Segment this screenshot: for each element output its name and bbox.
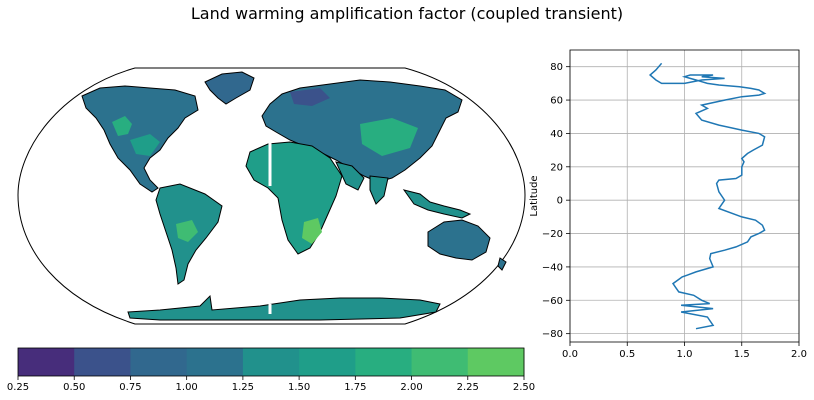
y-tick-label: 60	[550, 96, 563, 107]
land-north-america-patch-2	[130, 134, 160, 156]
colorbar-tick-label: 0.25	[7, 382, 29, 393]
y-tick-label: −60	[542, 296, 563, 307]
land-australia	[427, 219, 491, 261]
colorbar-cell	[299, 348, 356, 376]
x-tick-label: 0.5	[619, 349, 635, 360]
colorbar-tick-label: 1.75	[344, 382, 366, 393]
land-arabia-india	[335, 161, 389, 205]
land-south-america-patch	[176, 220, 198, 242]
colorbar-tick-label: 1.50	[288, 382, 310, 393]
land-africa-patch	[302, 218, 322, 244]
y-tick-label: 80	[550, 62, 563, 73]
colorbar-cell	[186, 348, 244, 376]
land-eurasia-patch	[360, 118, 418, 156]
colorbar-cell	[467, 348, 525, 376]
x-tick-label: 2.0	[791, 349, 807, 360]
world-map	[17, 67, 526, 325]
colorbar-cell	[130, 348, 188, 376]
land-new-zealand	[497, 257, 507, 271]
colorbar-cell	[74, 348, 131, 376]
colorbar: 0.25 0.50 0.75 1.00 1.25 1.50 1.75 2.00 2.25 2.50	[7, 347, 535, 393]
colorbar-tick-label: 2.25	[457, 382, 479, 393]
land-antarctica	[127, 294, 441, 321]
land-greenland	[204, 71, 255, 105]
colorbar-frame	[17, 347, 525, 377]
colorbar-tick-label: 2.50	[513, 382, 535, 393]
latitude-profile-chart: 0.0 0.5 1.0 1.5 2.0 80 60 40 20 0 −20 −40 −60 −80 La…	[529, 49, 807, 360]
y-tick-label: 40	[550, 129, 563, 140]
y-tick-label: −20	[542, 229, 563, 240]
land-southeast-asia	[402, 189, 472, 219]
y-tick-label: −40	[542, 262, 563, 273]
colorbar-cell	[355, 348, 413, 376]
colorbar-tick-label: 2.00	[400, 382, 422, 393]
x-tick-label: 1.5	[734, 349, 750, 360]
y-tick-label: 0	[557, 196, 563, 207]
colorbar-tick-label: 0.75	[119, 382, 141, 393]
y-axis-label: Latitude	[529, 175, 540, 216]
colorbar-tick-label: 1.00	[176, 382, 198, 393]
colorbar-tick-label: 0.50	[63, 382, 85, 393]
land-eurasia-patch-2	[290, 88, 330, 106]
colorbar-cell	[18, 348, 75, 376]
figure-title: Land warming amplification factor (coupl…	[190, 4, 624, 23]
colorbar-tick-label: 1.25	[232, 382, 254, 393]
y-tick-label: 20	[550, 162, 563, 173]
y-tick-label: −80	[542, 329, 563, 340]
colorbar-cell	[242, 348, 300, 376]
x-tick-label: 0.0	[562, 349, 578, 360]
x-tick-label: 1.0	[677, 349, 693, 360]
profile-series-line	[648, 62, 767, 330]
colorbar-cell	[411, 348, 469, 376]
land-north-america-patch	[112, 116, 132, 136]
